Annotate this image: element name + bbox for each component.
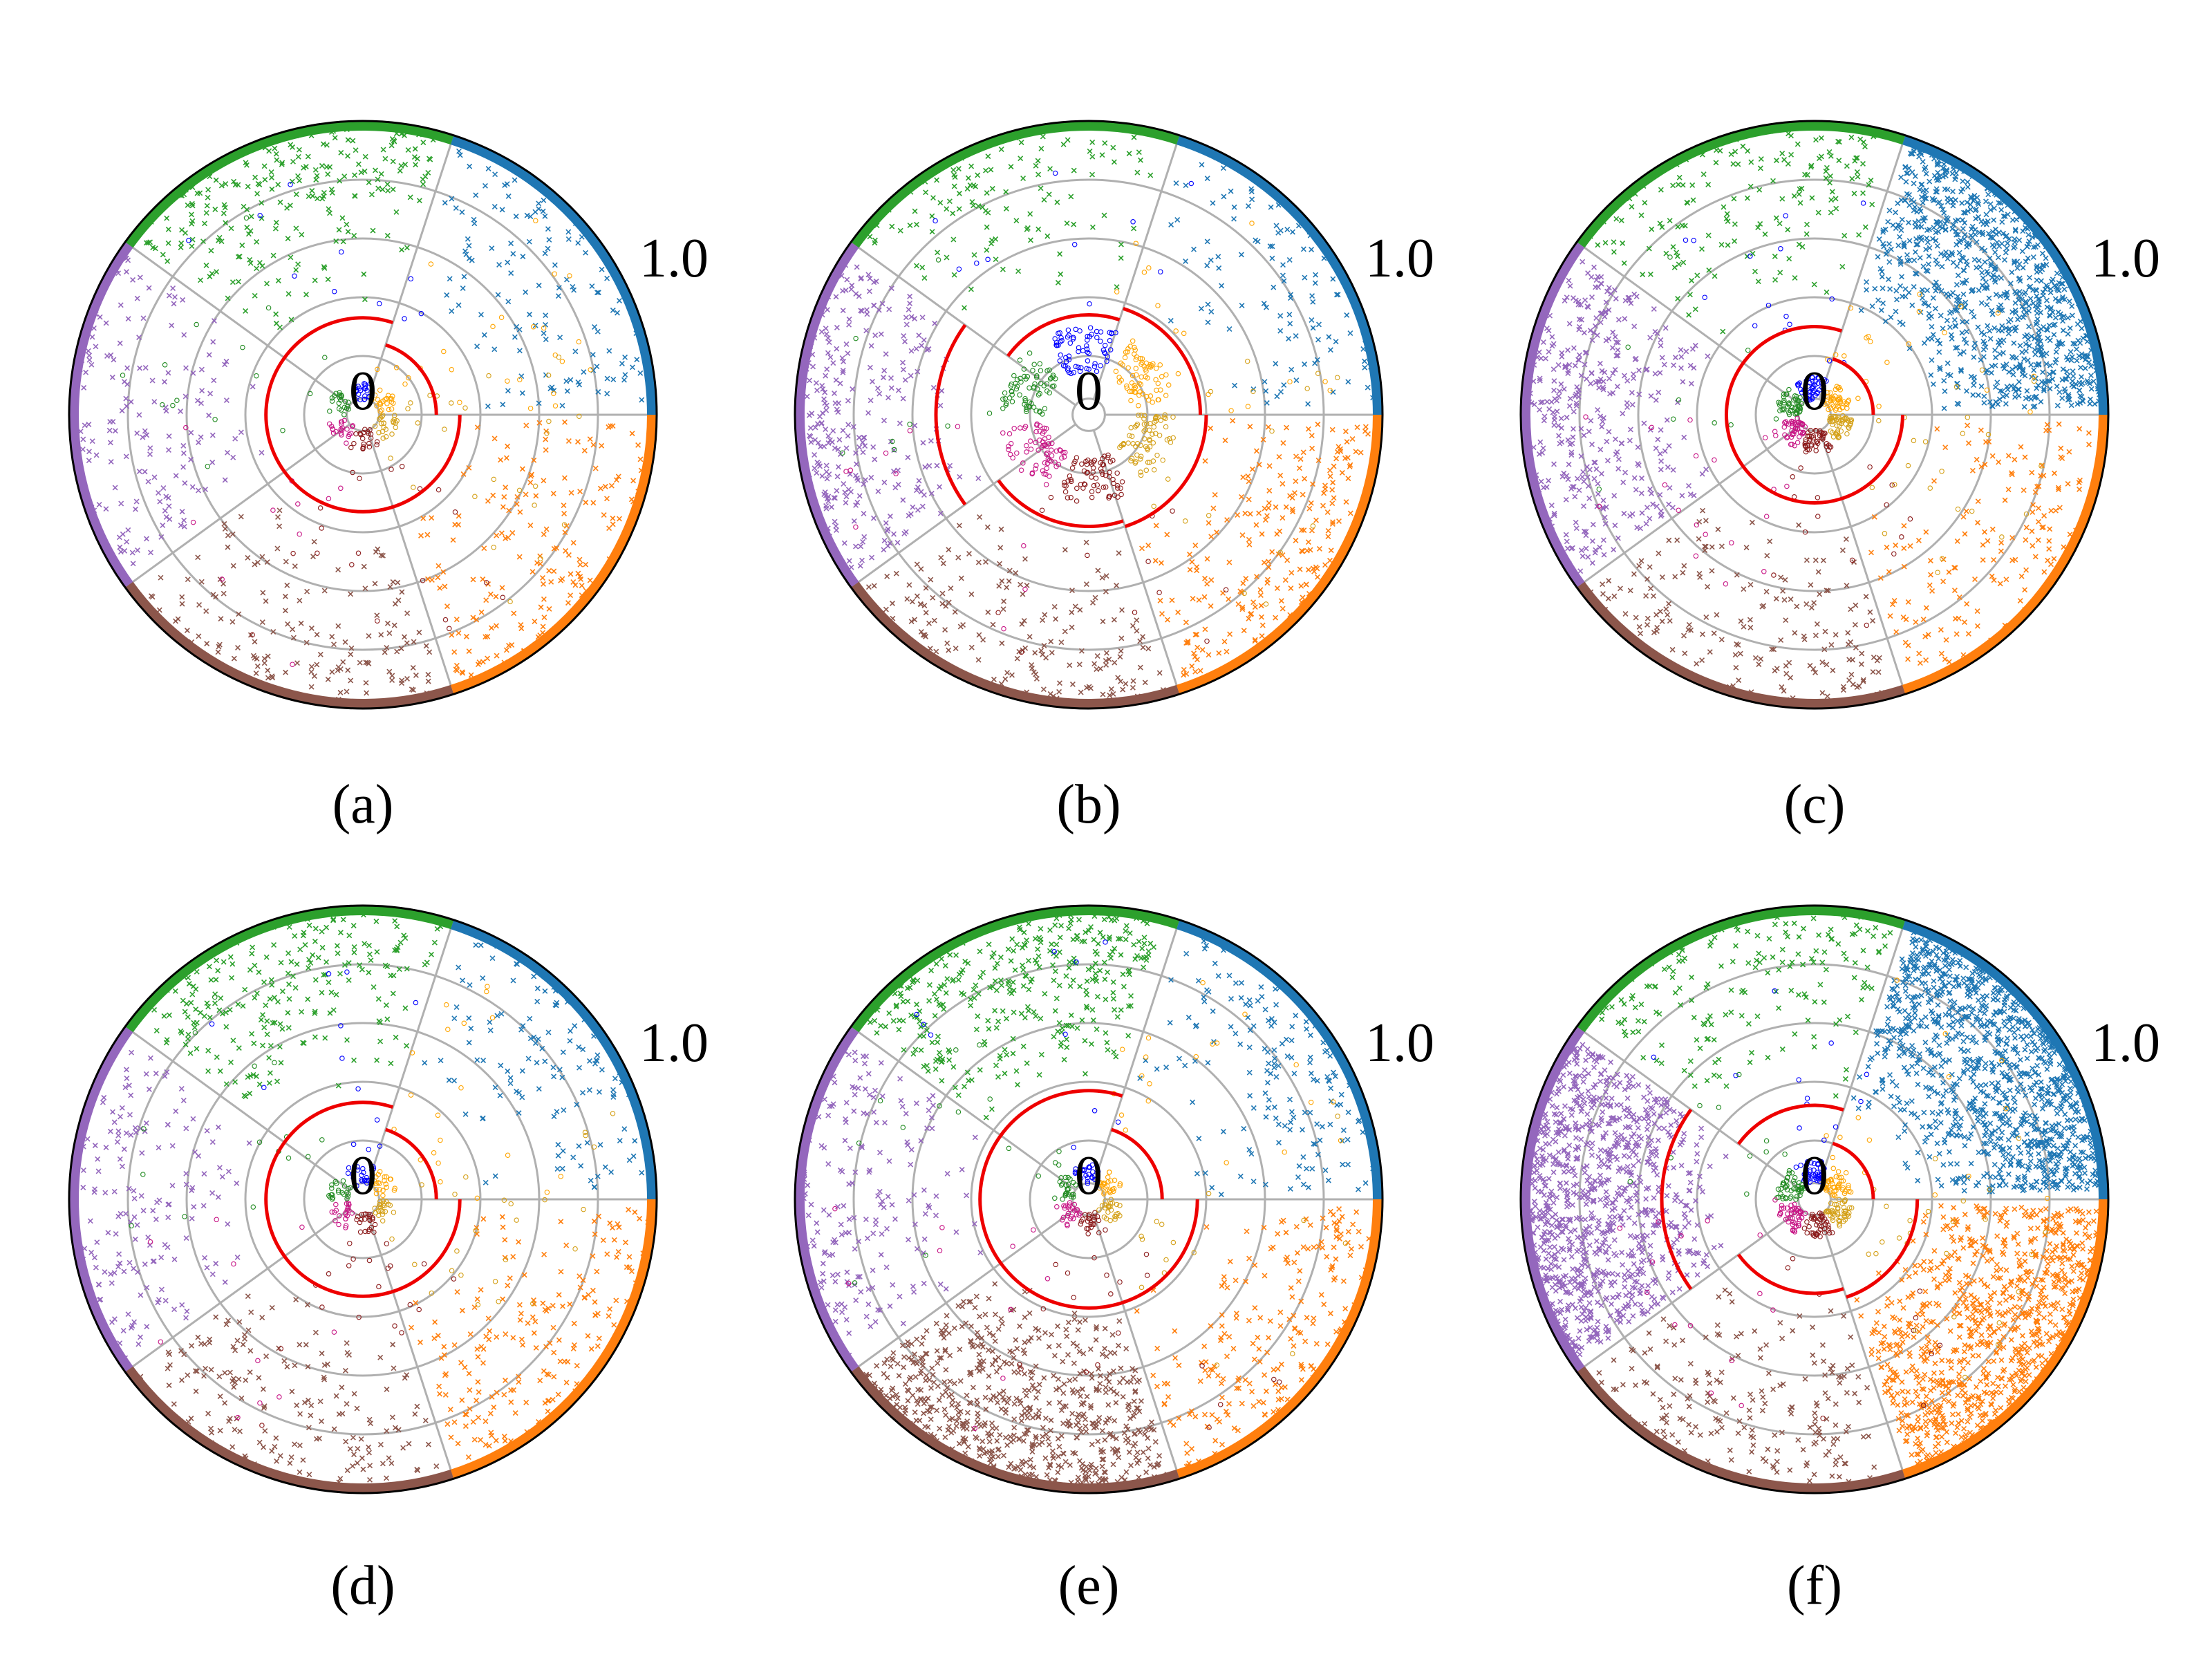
subfigure-caption: (c)	[1784, 774, 1846, 835]
center-tick-label: 0	[1075, 361, 1103, 422]
outer-tick-label: 1.0	[2091, 228, 2160, 289]
center-tick-label: 0	[1801, 361, 1828, 422]
outer-tick-label: 1.0	[1365, 228, 1434, 289]
subfigure-caption: (a)	[332, 774, 394, 835]
subfigure-caption: (b)	[1056, 774, 1121, 835]
figure-canvas: 1.00(a)1.00(b)1.00(c)1.00(d)1.00(e)1.00(…	[0, 0, 2212, 1659]
center-tick-label: 0	[349, 361, 377, 422]
outer-tick-label: 1.0	[639, 228, 709, 289]
